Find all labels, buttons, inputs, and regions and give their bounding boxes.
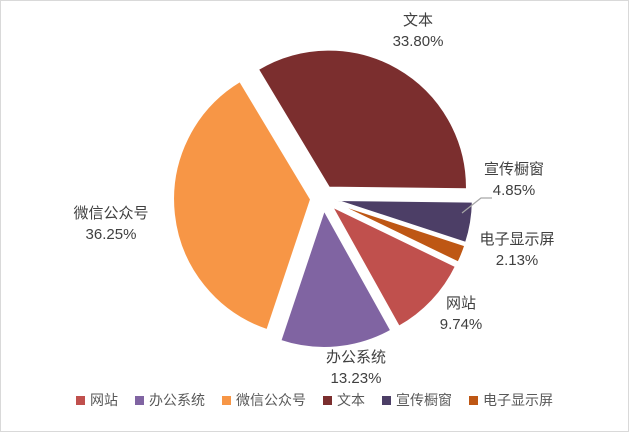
slice-label-name: 微信公众号 xyxy=(73,205,149,222)
legend-marker-icon xyxy=(222,395,231,405)
legend-item-text: 文本 xyxy=(323,390,365,410)
slice-label-percent: 4.85% xyxy=(492,182,536,199)
pie-slice-office-system xyxy=(279,207,393,349)
leader-line-publicity-window xyxy=(461,197,492,214)
legend-item-website: 网站 xyxy=(76,390,118,410)
slice-label-publicity-window: 宣传橱窗 4.85% xyxy=(484,159,544,201)
legend-label: 微信公众号 xyxy=(236,392,306,408)
legend-item-electronic-display: 电子显示屏 xyxy=(469,390,553,410)
slice-label-percent: 33.80% xyxy=(392,33,444,50)
legend-label: 文本 xyxy=(337,392,365,408)
slice-label-wechat-account: 微信公众号 36.25% xyxy=(73,203,148,245)
slice-label-text: 文本 33.80% xyxy=(393,10,444,52)
pie-slice-website xyxy=(329,203,458,329)
slice-label-name: 宣传橱窗 xyxy=(483,161,545,178)
legend-marker-icon xyxy=(135,395,144,405)
chart-legend: 网站 办公系统 微信公众号 文本 宣传橱窗 电子显示屏 xyxy=(1,390,628,410)
pie-slice-publicity-window xyxy=(334,198,474,245)
slice-label-office-system: 办公系统 13.23% xyxy=(326,347,386,389)
slice-label-website: 网站 9.74% xyxy=(440,293,483,335)
legend-label: 电子显示屏 xyxy=(483,392,553,408)
pie-slice-text xyxy=(256,48,468,191)
legend-marker-icon xyxy=(382,395,391,405)
slice-label-electronic-display: 电子显示屏 2.13% xyxy=(479,229,554,271)
pie-slice-electronic-display xyxy=(333,201,467,264)
slice-label-percent: 36.25% xyxy=(85,226,137,243)
legend-item-wechat-account: 微信公众号 xyxy=(222,390,306,410)
slice-label-name: 文本 xyxy=(402,12,433,29)
legend-label: 办公系统 xyxy=(149,392,205,408)
slice-label-percent: 2.13% xyxy=(495,252,539,269)
legend-label: 网站 xyxy=(90,392,118,408)
slice-label-name: 电子显示屏 xyxy=(479,231,555,248)
legend-marker-icon xyxy=(323,395,332,405)
legend-marker-icon xyxy=(469,395,478,405)
legend-item-office-system: 办公系统 xyxy=(135,390,205,410)
slice-label-name: 网站 xyxy=(445,295,477,312)
slice-label-name: 办公系统 xyxy=(325,349,387,366)
legend-item-publicity-window: 宣传橱窗 xyxy=(382,390,452,410)
slice-label-percent: 13.23% xyxy=(330,370,382,387)
slice-label-percent: 9.74% xyxy=(439,316,483,333)
legend-label: 宣传橱窗 xyxy=(396,392,452,408)
legend-marker-icon xyxy=(76,395,85,405)
pie-slice-wechat-account xyxy=(172,79,313,332)
